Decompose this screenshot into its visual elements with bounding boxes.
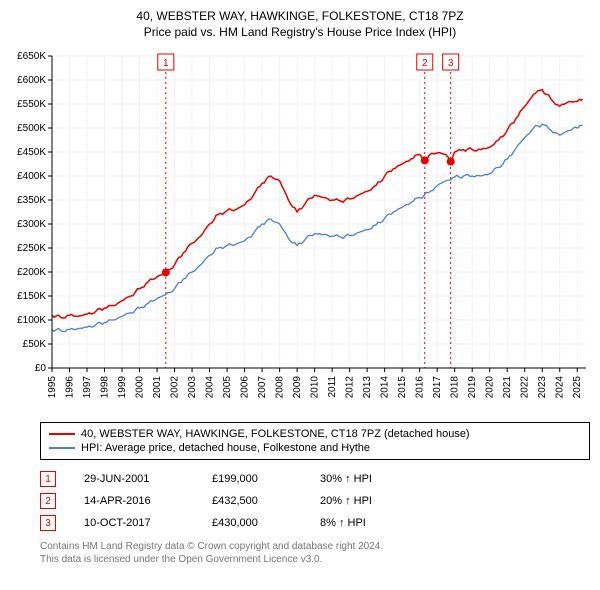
x-tick-label: 2007 — [257, 376, 268, 399]
marker-row: 2 14-APR-2016 £432,500 20% ↑ HPI — [40, 490, 590, 512]
y-tick-label: £450K — [17, 147, 46, 158]
x-tick-label: 2019 — [467, 376, 478, 399]
x-tick-label: 2002 — [170, 376, 181, 399]
legend-box: 40, WEBSTER WAY, HAWKINGE, FOLKESTONE, C… — [40, 422, 590, 460]
x-tick-label: 2004 — [205, 376, 216, 399]
y-tick-label: £500K — [17, 123, 46, 134]
x-tick-label: 2020 — [485, 376, 496, 399]
x-tick-label: 2010 — [310, 376, 321, 399]
y-tick-label: £300K — [17, 219, 46, 230]
y-tick-label: £50K — [23, 339, 47, 350]
y-tick-label: £400K — [17, 171, 46, 182]
footer-line-1: Contains HM Land Registry data © Crown c… — [40, 540, 590, 553]
marker-date: 29-JUN-2001 — [84, 473, 184, 485]
x-tick-label: 2000 — [135, 376, 146, 399]
y-tick-label: £0 — [35, 363, 47, 374]
x-tick-label: 2005 — [222, 376, 233, 399]
footer-line-2: This data is licensed under the Open Gov… — [40, 553, 590, 566]
marker-badge: 2 — [40, 493, 56, 509]
x-tick-label: 1995 — [47, 376, 58, 399]
y-tick-label: £650K — [17, 51, 46, 62]
x-tick-label: 1998 — [100, 376, 111, 399]
marker-badge: 1 — [40, 471, 56, 487]
legend-swatch — [49, 447, 75, 449]
marker-diff: 8% ↑ HPI — [320, 517, 420, 529]
price-marker-number: 1 — [163, 58, 169, 69]
y-tick-label: £100K — [17, 315, 46, 326]
chart-area: 1 2 3 £0 £50K £100K £150K £200K £250K £300K £350K £… — [6, 46, 594, 416]
x-tick-label: 2001 — [152, 376, 163, 399]
price-marker-dot — [447, 158, 455, 166]
marker-row: 1 29-JUN-2001 £199,000 30% ↑ HPI — [40, 468, 590, 490]
marker-price: £430,000 — [212, 517, 292, 529]
marker-date: 14-APR-2016 — [84, 495, 184, 507]
price-marker-dot — [421, 157, 429, 165]
x-tick-label: 2008 — [275, 376, 286, 399]
legend-label: HPI: Average price, detached house, Folk… — [81, 442, 370, 454]
x-tick-label: 1996 — [65, 376, 76, 399]
marker-date: 10-OCT-2017 — [84, 517, 184, 529]
x-tick-label: 2025 — [572, 376, 583, 399]
price-marker-number: 3 — [448, 58, 454, 69]
x-tick-label: 2022 — [520, 376, 531, 399]
x-tick-label: 2018 — [450, 376, 461, 399]
title-line-2: Price paid vs. HM Land Registry's House … — [6, 24, 594, 40]
marker-price: £432,500 — [212, 495, 292, 507]
x-tick-label: 2017 — [432, 376, 443, 399]
legend-swatch — [49, 433, 75, 435]
x-tick-label: 2012 — [345, 376, 356, 399]
x-tick-label: 2009 — [292, 376, 303, 399]
y-tick-label: £200K — [17, 267, 46, 278]
x-tick-label: 2024 — [555, 376, 566, 399]
chart-svg: 1 2 3 £0 £50K £100K £150K £200K £250K £300K £350K £… — [6, 46, 594, 416]
x-tick-label: 2016 — [415, 376, 426, 399]
x-tick-label: 2021 — [502, 376, 513, 399]
price-marker-number: 2 — [422, 58, 428, 69]
marker-diff: 30% ↑ HPI — [320, 473, 420, 485]
legend-label: 40, WEBSTER WAY, HAWKINGE, FOLKESTONE, C… — [81, 428, 470, 440]
x-tick-label: 2011 — [327, 376, 338, 398]
x-tick-label: 1999 — [117, 376, 128, 399]
price-marker-dot — [162, 269, 170, 277]
y-tick-label: £600K — [17, 75, 46, 86]
x-tick-label: 2003 — [187, 376, 198, 399]
y-tick-label: £550K — [17, 99, 46, 110]
y-tick-label: £150K — [17, 291, 46, 302]
title-line-1: 40, WEBSTER WAY, HAWKINGE, FOLKESTONE, C… — [6, 8, 594, 24]
marker-diff: 20% ↑ HPI — [320, 495, 420, 507]
x-tick-label: 2006 — [240, 376, 251, 399]
title-block: 40, WEBSTER WAY, HAWKINGE, FOLKESTONE, C… — [6, 8, 594, 40]
x-tick-label: 2015 — [397, 376, 408, 399]
marker-price: £199,000 — [212, 473, 292, 485]
legend-row: 40, WEBSTER WAY, HAWKINGE, FOLKESTONE, C… — [49, 427, 581, 441]
y-tick-label: £250K — [17, 243, 46, 254]
x-tick-label: 2013 — [362, 376, 373, 399]
marker-badge: 3 — [40, 515, 56, 531]
x-tick-label: 2014 — [380, 376, 391, 399]
marker-table: 1 29-JUN-2001 £199,000 30% ↑ HPI 2 14-APR-201… — [40, 468, 590, 534]
legend-row: HPI: Average price, detached house, Folk… — [49, 441, 581, 455]
x-tick-label: 2023 — [537, 376, 548, 399]
x-tick-label: 1997 — [82, 376, 93, 399]
figure-container: 40, WEBSTER WAY, HAWKINGE, FOLKESTONE, C… — [0, 0, 600, 574]
marker-row: 3 10-OCT-2017 £430,000 8% ↑ HPI — [40, 512, 590, 534]
footer-attribution: Contains HM Land Registry data © Crown c… — [40, 540, 590, 566]
y-tick-label: £350K — [17, 195, 46, 206]
